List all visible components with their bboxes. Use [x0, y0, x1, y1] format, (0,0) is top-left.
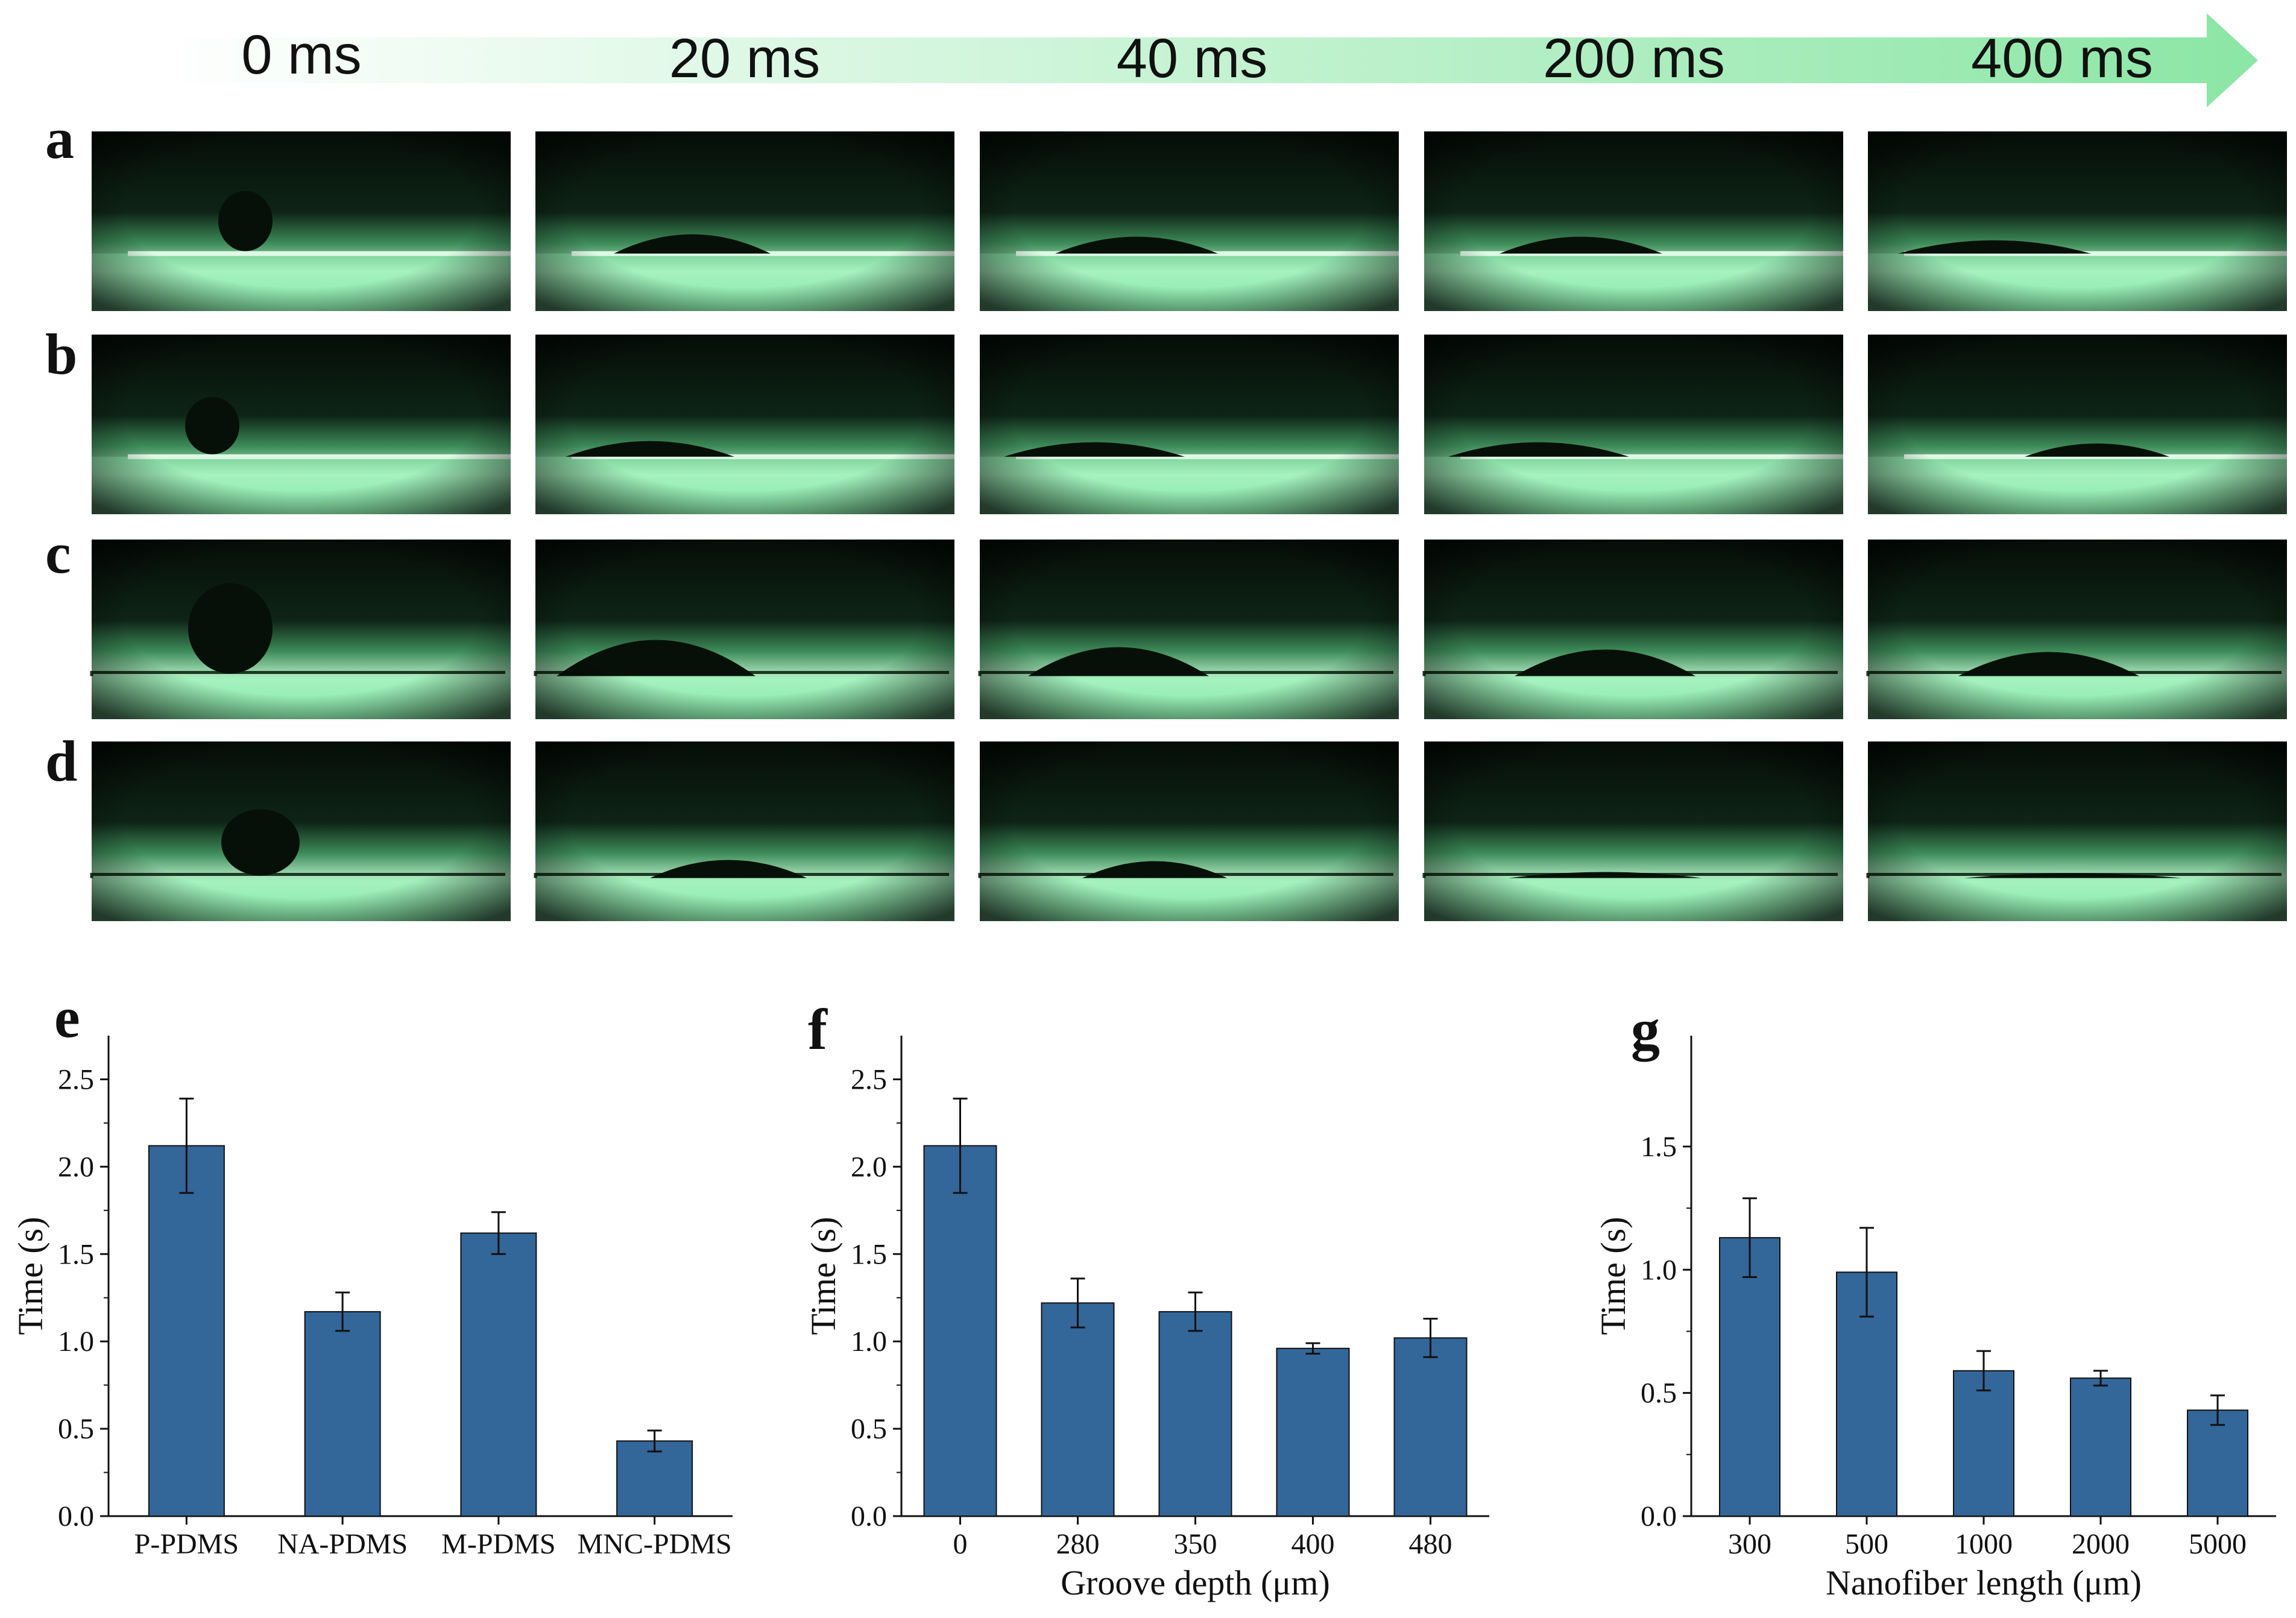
- timeline-arrow-shape: [154, 13, 2258, 107]
- image-panel-c-2: [978, 540, 1399, 719]
- image-panel-d-0: [90, 741, 511, 921]
- y-tick-label: 1.0: [58, 1326, 94, 1358]
- x-tick-label: 0: [953, 1528, 968, 1560]
- x-tick-label: 280: [1056, 1528, 1100, 1560]
- row-label-b: b: [45, 322, 77, 386]
- bar-2000: [2070, 1377, 2131, 1517]
- image-panel-b-4: [1868, 335, 2287, 514]
- y-axis-title: Time (s): [11, 1217, 50, 1335]
- bar-400: [1276, 1347, 1350, 1517]
- y-tick-label: 0.5: [1641, 1377, 1677, 1409]
- image-panel-c-4: [1866, 540, 2287, 719]
- y-tick-label: 0.5: [851, 1413, 887, 1445]
- y-tick-label: 0.5: [58, 1413, 94, 1445]
- y-tick-label: 1.0: [1641, 1254, 1677, 1286]
- image-panel-a-1: [535, 131, 954, 311]
- image-panel-a-0: [92, 131, 511, 311]
- bar-280: [1041, 1302, 1115, 1517]
- image-panel-a-4: [1868, 131, 2287, 311]
- y-tick-label: 0.0: [58, 1500, 94, 1532]
- x-tick-label: M-PDMS: [441, 1528, 555, 1560]
- droplet-image-grid: [90, 131, 2287, 921]
- bar-MNC-PDMS: [616, 1440, 693, 1517]
- x-axis-title: Groove depth (μm): [1061, 1563, 1330, 1602]
- image-panel-d-4: [1866, 741, 2287, 921]
- timeline-label-3: 200 ms: [1543, 28, 1725, 89]
- y-tick-label: 1.0: [851, 1326, 887, 1358]
- x-tick-label: 1000: [1955, 1528, 2013, 1560]
- image-panel-c-3: [1422, 540, 1843, 719]
- image-panel-b-0: [92, 335, 511, 514]
- y-tick-label: 0.0: [1641, 1500, 1677, 1532]
- bar-350: [1158, 1311, 1232, 1517]
- image-panel-d-3: [1422, 741, 1843, 921]
- x-tick-label: 350: [1174, 1528, 1217, 1560]
- bar-1000: [1953, 1370, 2014, 1517]
- image-panel-b-1: [535, 335, 954, 514]
- chart-g: 0.0 0.5 1.0 1.5 300 500 1000 2000 5000 Time (s) Na…: [1594, 1036, 2276, 1602]
- y-tick-label: 0.0: [851, 1500, 887, 1532]
- bar-5000: [2187, 1409, 2248, 1517]
- image-panel-a-2: [980, 131, 1399, 311]
- chart-e: 0.0 0.5 1.0 1.5 2.0 2.5 P-PDMS NA-PDMS M-PDMS MNC…: [11, 1036, 733, 1560]
- y-tick-label: 2.0: [851, 1151, 887, 1183]
- row-label-a: a: [45, 106, 74, 171]
- y-tick-label: 1.5: [1641, 1131, 1677, 1163]
- y-axis-title: Time (s): [1594, 1217, 1633, 1335]
- chart-f: 0.0 0.5 1.0 1.5 2.0 2.5 0 280 350 400 480 Time (s) G…: [804, 1036, 1489, 1602]
- timeline-label-1: 20 ms: [669, 28, 821, 89]
- bar-480: [1393, 1337, 1468, 1517]
- timeline-label-4: 400 ms: [1971, 28, 2153, 89]
- y-tick-label: 2.5: [58, 1063, 94, 1095]
- timeline-arrow: 0 ms 20 ms 40 ms 200 ms 400 ms: [154, 13, 2258, 107]
- panel-label-e: e: [54, 985, 80, 1050]
- row-label-d: d: [45, 729, 77, 793]
- bar-NA-PDMS: [304, 1311, 381, 1517]
- x-tick-label: NA-PDMS: [277, 1528, 408, 1560]
- x-tick-label: 480: [1409, 1528, 1452, 1560]
- x-tick-label: 300: [1728, 1528, 1771, 1560]
- bar-300: [1719, 1237, 1780, 1517]
- image-panel-b-2: [980, 335, 1399, 514]
- image-panel-c-1: [534, 540, 954, 719]
- bar-P-PDMS: [148, 1145, 225, 1517]
- y-tick-label: 1.5: [58, 1238, 94, 1270]
- panel-label-g: g: [1631, 997, 1660, 1062]
- y-tick-label: 2.5: [851, 1063, 887, 1095]
- x-tick-label: 500: [1845, 1528, 1888, 1560]
- y-tick-label: 1.5: [851, 1238, 887, 1270]
- image-panel-d-2: [978, 741, 1399, 921]
- x-tick-label: 400: [1292, 1528, 1335, 1560]
- x-tick-label: 5000: [2189, 1528, 2247, 1560]
- image-panel-d-1: [534, 741, 954, 921]
- x-tick-label: P-PDMS: [134, 1528, 239, 1560]
- y-tick-label: 2.0: [58, 1151, 94, 1183]
- image-panel-b-3: [1424, 335, 1843, 514]
- row-label-c: c: [45, 521, 71, 585]
- bar-0: [923, 1145, 997, 1517]
- x-tick-label: MNC-PDMS: [578, 1528, 732, 1560]
- timeline-label-2: 40 ms: [1117, 28, 1268, 89]
- image-panel-c-0: [90, 540, 511, 719]
- x-tick-label: 2000: [2072, 1528, 2130, 1560]
- bar-M-PDMS: [460, 1232, 537, 1517]
- x-axis-title: Nanofiber length (μm): [1826, 1563, 2142, 1602]
- image-panel-a-3: [1424, 131, 1843, 311]
- timeline-label-0: 0 ms: [241, 24, 361, 86]
- panel-label-f: f: [808, 997, 828, 1062]
- y-axis-title: Time (s): [804, 1217, 843, 1335]
